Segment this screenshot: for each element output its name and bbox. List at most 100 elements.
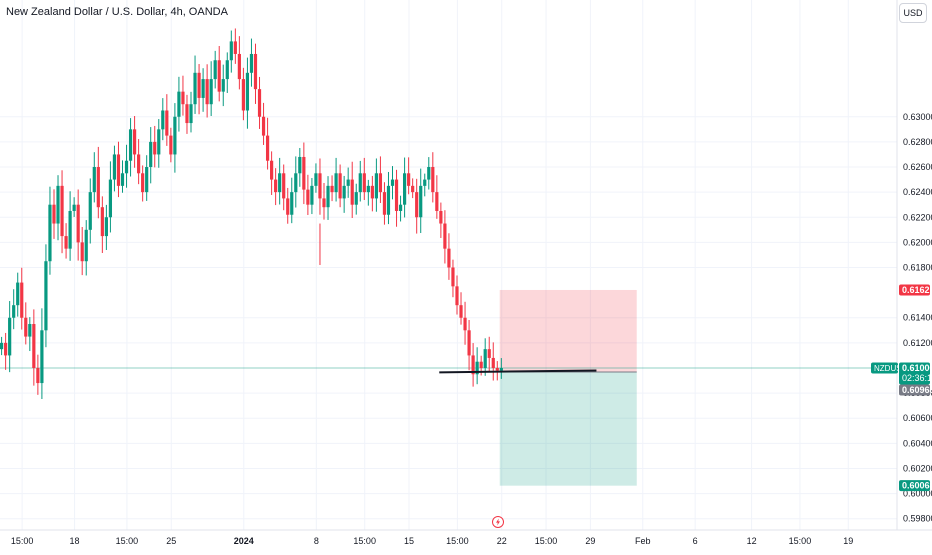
- candle-body: [189, 104, 193, 124]
- candle-body: [374, 173, 378, 199]
- candle-body: [330, 185, 334, 193]
- candle-body: [394, 179, 399, 211]
- stop-price-badge: 0.61621: [899, 284, 932, 296]
- candle-body: [294, 173, 298, 193]
- candle-body: [265, 135, 270, 161]
- last-price-label: 0.61000: [902, 363, 932, 373]
- candle-body: [209, 79, 213, 105]
- lightning-icon[interactable]: [492, 516, 504, 528]
- candle-body: [370, 185, 374, 199]
- candles: [0, 28, 503, 400]
- candle-body: [253, 53, 258, 90]
- candle-body: [48, 204, 52, 262]
- time-tick-label: 15:00: [116, 536, 139, 546]
- candle-body: [306, 189, 310, 205]
- candle-body: [342, 185, 346, 199]
- trend-line[interactable]: [439, 369, 597, 374]
- candle-body: [56, 185, 60, 224]
- candle-body: [84, 229, 88, 262]
- time-tick-label: 15:00: [446, 536, 469, 546]
- candle-body: [40, 330, 44, 384]
- candle-body: [499, 367, 503, 371]
- candle-body: [120, 173, 125, 186]
- stop-loss-zone[interactable]: [499, 289, 637, 373]
- candle-body: [8, 317, 12, 356]
- candle-body: [318, 173, 322, 199]
- candle-body: [96, 167, 100, 208]
- candle-body: [137, 154, 141, 174]
- candle-body: [205, 79, 209, 105]
- candle-body: [431, 167, 435, 193]
- candle-body: [451, 267, 455, 287]
- time-tick-label: 15:00: [789, 536, 812, 546]
- candle-body: [322, 198, 326, 208]
- candle-body: [169, 135, 173, 155]
- candle-body: [350, 179, 354, 205]
- candle-body: [157, 129, 161, 155]
- candle-body: [225, 60, 229, 80]
- candle-body: [366, 185, 370, 193]
- candle-body: [298, 156, 302, 174]
- target-price-label: 0.60063: [902, 481, 932, 491]
- candle-body: [487, 349, 491, 358]
- currency-selector[interactable]: USD: [899, 3, 927, 23]
- candle-body: [483, 349, 487, 368]
- time-tick-label: 15:00: [535, 536, 558, 546]
- candle-body: [36, 367, 40, 384]
- candle-body: [467, 330, 471, 356]
- candle-body: [0, 342, 4, 350]
- candle-body: [479, 361, 483, 368]
- short-position-tool[interactable]: [499, 289, 637, 486]
- time-tick-label: 19: [843, 536, 853, 546]
- symbol-title[interactable]: New Zealand Dollar / U.S. Dollar, 4h, OA…: [6, 6, 228, 18]
- candle-body: [68, 210, 72, 249]
- candle-body: [314, 173, 318, 186]
- candle-body: [326, 185, 330, 208]
- time-tick-label: 22: [497, 536, 507, 546]
- candle-body: [165, 110, 169, 136]
- candle-body: [28, 324, 32, 337]
- candle-body: [386, 185, 391, 215]
- candle-body: [382, 192, 387, 215]
- candle-body: [193, 72, 197, 105]
- price-tick-label: 0.59800: [903, 514, 932, 524]
- candle-body: [32, 324, 36, 368]
- target-price-badge: 0.60063: [899, 480, 932, 492]
- candle-body: [108, 179, 113, 218]
- candle-body: [197, 72, 201, 98]
- candle-body: [459, 305, 463, 318]
- candle-body: [44, 261, 48, 331]
- candle-body: [201, 79, 205, 98]
- candle-body: [415, 192, 419, 218]
- time-tick-label: 25: [166, 536, 176, 546]
- candle-body: [124, 160, 129, 174]
- take-profit-zone[interactable]: [499, 372, 637, 486]
- grey-price-label: 0.60968: [902, 385, 932, 395]
- candle-body: [177, 91, 181, 117]
- candle-body: [378, 173, 383, 193]
- candle-body: [463, 317, 467, 331]
- candle-body: [334, 173, 338, 193]
- candle-body: [270, 160, 274, 180]
- candle-body: [310, 185, 314, 205]
- candle-body: [439, 210, 443, 224]
- candle-body: [471, 355, 475, 375]
- time-tick-label: 2024: [234, 536, 254, 546]
- candle-body: [407, 173, 411, 186]
- candle-body: [274, 179, 278, 193]
- candle-body: [4, 342, 8, 356]
- time-axis[interactable]: 15:00 18 15:00 25 2024 8 15:00 15 15:00 22 15:00 29…: [11, 536, 853, 546]
- candle-body: [221, 79, 225, 92]
- candle-body: [229, 41, 233, 61]
- candle-body: [338, 173, 342, 199]
